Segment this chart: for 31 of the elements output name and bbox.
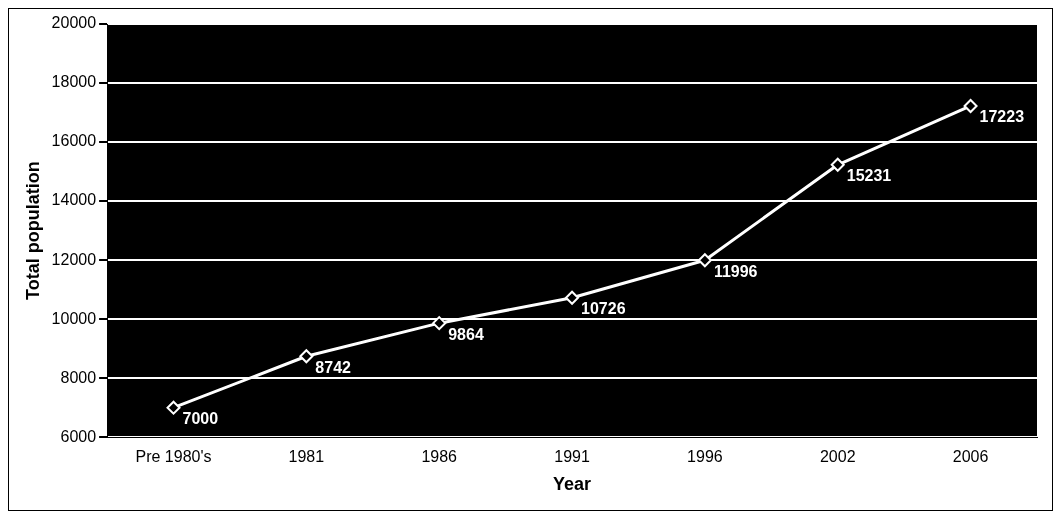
y-tick-label: 20000	[51, 14, 97, 32]
x-tick-label: 2002	[819, 448, 856, 466]
point	[565, 290, 580, 305]
y-tick-label: 10000	[51, 309, 97, 327]
point	[432, 316, 447, 331]
point	[830, 157, 845, 172]
x-axis-title: Year	[553, 474, 592, 495]
point	[299, 349, 314, 364]
y-tick-label: 14000	[51, 191, 97, 209]
point	[963, 98, 978, 113]
point	[166, 400, 181, 415]
x-tick-label: 1996	[687, 448, 723, 466]
y-tick-label: 8000	[60, 368, 97, 386]
data-label: 7000	[182, 410, 219, 428]
y-axis-title: Total population	[22, 161, 43, 300]
x-tick-label: 1991	[554, 448, 590, 466]
point	[697, 253, 712, 268]
data-label: 17223	[979, 108, 1025, 126]
data-label: 10726	[581, 300, 626, 318]
data-label: 9864	[448, 325, 484, 343]
y-tick-label: 12000	[51, 250, 97, 268]
x-tick-label: 2006	[952, 448, 989, 466]
data-label: 8742	[315, 358, 352, 376]
x-tick-label: 1981	[288, 448, 325, 466]
data-label: 11996	[713, 262, 758, 280]
data-label: 15231	[846, 167, 892, 185]
y-tick-label: 18000	[51, 73, 97, 91]
x-tick-label: Pre 1980's	[135, 448, 212, 466]
y-tick-label: 16000	[51, 132, 97, 150]
x-tick-label: 1986	[421, 448, 458, 466]
y-tick-label: 6000	[60, 427, 97, 445]
